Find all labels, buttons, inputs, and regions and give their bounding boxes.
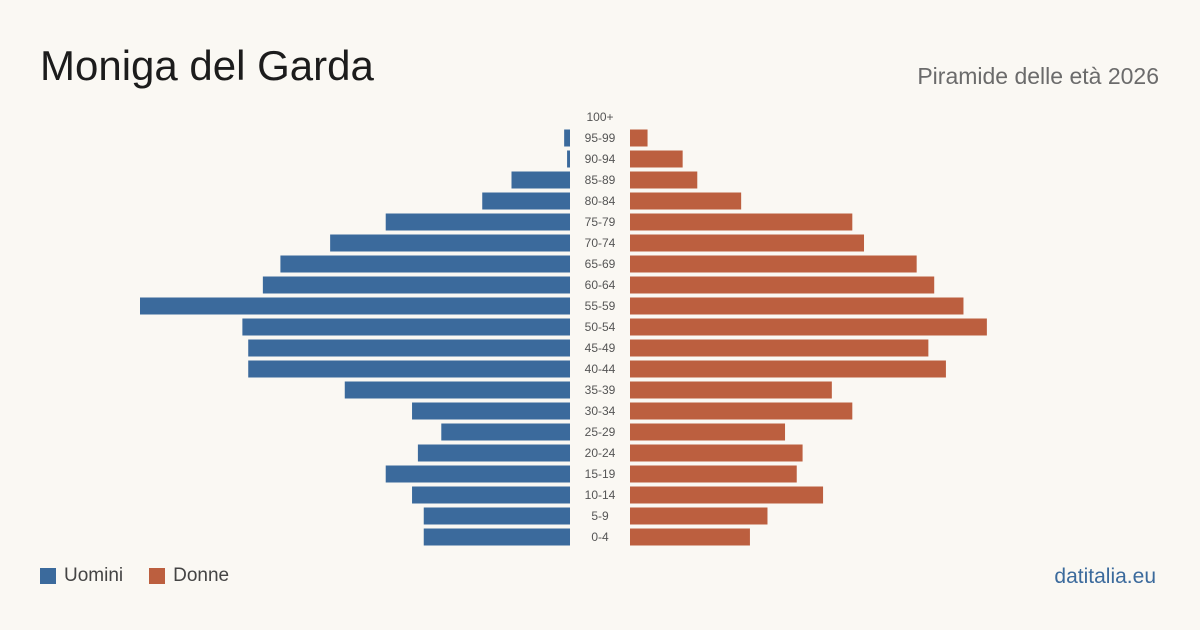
- age-label: 80-84: [585, 194, 616, 208]
- legend-swatch-female: [149, 568, 166, 584]
- age-label: 55-59: [585, 299, 616, 313]
- age-label: 95-99: [585, 131, 616, 145]
- bar-female-10-14: [630, 486, 824, 504]
- age-label: 60-64: [585, 278, 616, 292]
- age-label: 85-89: [585, 173, 616, 187]
- legend-swatch-male: [40, 568, 56, 584]
- legend-label-female: Donne: [173, 565, 230, 586]
- bar-male-20-24: [417, 444, 570, 462]
- age-label: 10-14: [585, 488, 616, 502]
- legend: Uomini Donne: [40, 565, 255, 587]
- bar-male-45-49: [248, 339, 570, 357]
- bar-female-55-59: [630, 297, 964, 315]
- bar-male-10-14: [412, 486, 570, 504]
- bar-male-15-19: [385, 465, 570, 483]
- bar-female-65-69: [630, 255, 917, 273]
- bar-female-20-24: [630, 444, 803, 462]
- bar-male-65-69: [280, 255, 570, 273]
- bar-male-95-99: [564, 129, 570, 147]
- age-label: 5-9: [591, 509, 609, 523]
- bar-female-5-9: [630, 507, 768, 525]
- bar-male-30-34: [412, 402, 570, 420]
- age-label: 0-4: [591, 530, 609, 544]
- age-label: 70-74: [585, 236, 616, 250]
- bar-male-90-94: [567, 150, 570, 168]
- age-label: 100+: [586, 110, 613, 124]
- page-title: Moniga del Garda: [40, 42, 374, 89]
- bar-female-90-94: [630, 150, 683, 168]
- bar-female-15-19: [630, 465, 797, 483]
- bar-male-80-84: [482, 192, 570, 210]
- bar-male-70-74: [330, 234, 570, 252]
- bar-female-95-99: [630, 129, 648, 147]
- age-label: 15-19: [585, 467, 616, 481]
- source-link[interactable]: datitalia.eu: [1054, 565, 1156, 588]
- age-label: 50-54: [585, 320, 616, 334]
- bar-female-25-29: [630, 423, 786, 441]
- age-label: 90-94: [585, 152, 616, 166]
- bar-female-70-74: [630, 234, 865, 252]
- bar-male-5-9: [423, 507, 570, 525]
- bar-male-25-29: [441, 423, 570, 441]
- age-label: 45-49: [585, 341, 616, 355]
- bar-male-0-4: [423, 528, 570, 546]
- legend-item-female: Donne: [149, 565, 229, 587]
- age-label: 25-29: [585, 425, 616, 439]
- bar-male-55-59: [140, 297, 570, 315]
- bar-female-60-64: [630, 276, 935, 294]
- bar-male-40-44: [248, 360, 570, 378]
- age-label: 40-44: [585, 362, 616, 376]
- bar-male-60-64: [262, 276, 570, 294]
- bar-female-85-89: [630, 171, 698, 189]
- age-label: 20-24: [585, 446, 616, 460]
- bar-female-30-34: [630, 402, 853, 420]
- bar-female-35-39: [630, 381, 832, 399]
- age-label: 30-34: [585, 404, 616, 418]
- age-label: 35-39: [585, 383, 616, 397]
- bar-female-0-4: [630, 528, 750, 546]
- bar-female-80-84: [630, 192, 742, 210]
- bar-female-40-44: [630, 360, 946, 378]
- bar-male-85-89: [511, 171, 570, 189]
- bar-female-45-49: [630, 339, 929, 357]
- legend-item-male: Uomini: [40, 565, 123, 587]
- bar-female-75-79: [630, 213, 853, 231]
- bar-female-50-54: [630, 318, 987, 336]
- bar-male-50-54: [242, 318, 570, 336]
- bar-male-35-39: [344, 381, 570, 399]
- age-label: 75-79: [585, 215, 616, 229]
- chart-subtitle: Piramide delle età 2026: [917, 63, 1159, 89]
- legend-label-male: Uomini: [64, 565, 124, 586]
- age-label: 65-69: [585, 257, 616, 271]
- bar-male-75-79: [385, 213, 570, 231]
